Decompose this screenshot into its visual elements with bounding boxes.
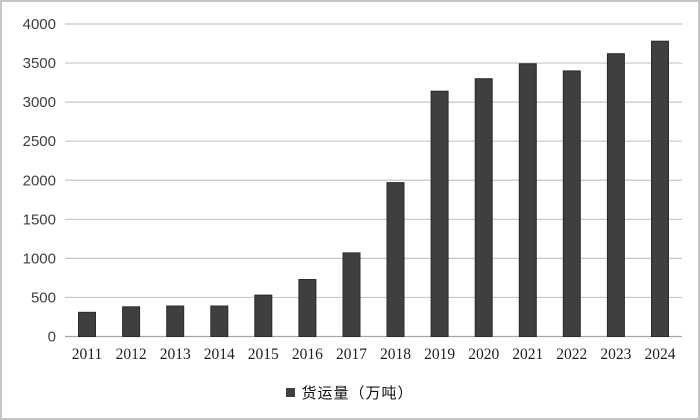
legend-label: 货运量（万吨） — [301, 386, 414, 402]
x-tick-2015: 2015 — [248, 346, 279, 363]
bar-2014 — [210, 305, 229, 337]
bar-2013 — [166, 305, 185, 337]
bar-2018 — [386, 182, 405, 337]
x-tick-2018: 2018 — [380, 346, 411, 363]
x-tick-2021: 2021 — [512, 346, 543, 363]
y-tick-3500: 3500 — [23, 55, 56, 72]
x-tick-2013: 2013 — [160, 346, 191, 363]
y-tick-500: 500 — [31, 289, 56, 306]
x-tick-2022: 2022 — [556, 346, 587, 363]
x-tick-2023: 2023 — [600, 346, 631, 363]
gridlines — [65, 23, 682, 338]
legend: 货运量（万吨） — [2, 382, 698, 403]
bar-2017 — [342, 252, 361, 337]
y-tick-1500: 1500 — [23, 211, 56, 228]
bar-2016 — [298, 279, 317, 337]
y-tick-0: 0 — [48, 329, 56, 346]
bar-2021 — [518, 63, 537, 338]
bar-2023 — [606, 53, 625, 337]
y-axis-tick-labels: 0 500 1000 1500 2000 2500 3000 3500 4000 — [23, 16, 56, 346]
x-tick-2019: 2019 — [424, 346, 455, 363]
x-tick-2014: 2014 — [204, 346, 235, 363]
bar-series — [78, 40, 669, 338]
y-tick-1000: 1000 — [23, 250, 56, 267]
bar-2015 — [254, 294, 273, 338]
x-tick-2020: 2020 — [468, 346, 499, 363]
bar-2022 — [562, 70, 581, 338]
x-tick-2017: 2017 — [336, 346, 367, 363]
bar-2011 — [78, 311, 96, 337]
x-tick-2011: 2011 — [72, 346, 102, 363]
bar-2019 — [430, 90, 449, 337]
bar-2012 — [122, 306, 141, 337]
x-tick-2016: 2016 — [292, 346, 323, 363]
y-tick-2500: 2500 — [23, 133, 56, 150]
y-tick-3000: 3000 — [23, 94, 56, 111]
y-tick-2000: 2000 — [23, 172, 56, 189]
x-tick-2012: 2012 — [116, 346, 147, 363]
x-tick-2024: 2024 — [645, 346, 676, 363]
bar-2024 — [651, 40, 669, 337]
x-axis-tick-labels: 2011 2012 2013 2014 2015 2016 2017 2018 2019 2020… — [72, 346, 676, 363]
y-tick-4000: 4000 — [23, 16, 56, 33]
legend-square-marker-icon — [286, 388, 296, 397]
bar-2020 — [474, 78, 493, 337]
